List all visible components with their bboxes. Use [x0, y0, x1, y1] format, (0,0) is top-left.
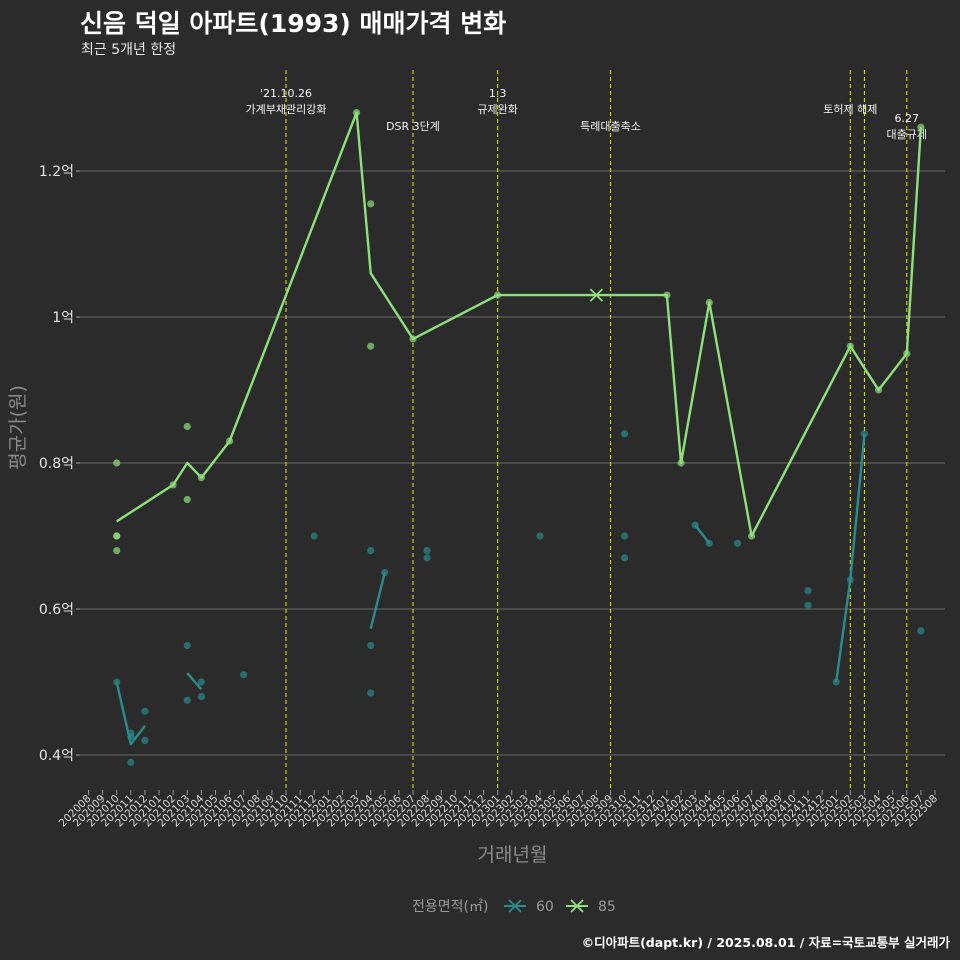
source-caption: ©디아파트(dapt.kr) / 2025.08.01 / 자료=국토교통부 실… — [581, 935, 950, 950]
data-point-85 — [113, 547, 121, 555]
data-point-60 — [183, 641, 191, 650]
event-label: 특례대출축소 — [580, 120, 641, 133]
data-point-60 — [691, 521, 699, 529]
data-point-60 — [197, 693, 205, 701]
data-point-60 — [621, 554, 629, 562]
data-point-60 — [367, 547, 375, 555]
data-point-60 — [367, 689, 375, 697]
legend: 전용면적(㎡) 60 85 — [412, 899, 616, 915]
data-point-85 — [874, 386, 883, 394]
event-label: 토허제 해제 — [823, 102, 877, 116]
legend-item-label: 60 — [536, 899, 554, 915]
data-point-60 — [860, 430, 869, 438]
grid-layer — [80, 170, 945, 756]
series-layer — [113, 109, 925, 766]
y-tick-label: 0.6억 — [39, 602, 74, 618]
data-point-60 — [141, 736, 149, 745]
data-point-60 — [197, 678, 205, 686]
data-point-60 — [846, 576, 854, 584]
data-point-85 — [367, 200, 375, 208]
data-point-60 — [536, 532, 544, 540]
event-label: '21.10.26 가계부채관리강화 — [246, 87, 327, 116]
data-point-60 — [621, 430, 629, 438]
data-point-85 — [917, 123, 925, 131]
data-point-60 — [423, 547, 431, 555]
axis-layer: 0.4억0.6억0.8억1억1.2억2020082020092020102020… — [7, 164, 940, 866]
data-point-85 — [677, 459, 685, 467]
y-tick-label: 0.4억 — [39, 748, 74, 764]
data-point-85 — [367, 342, 375, 350]
data-point-60 — [141, 707, 149, 715]
series-line-85 — [116, 111, 923, 538]
data-point-60 — [127, 758, 135, 766]
legend-item-label: 85 — [598, 899, 616, 915]
data-point-85 — [705, 298, 713, 306]
data-point-85 — [113, 532, 121, 540]
data-point-60 — [917, 627, 925, 635]
data-point-60 — [621, 532, 629, 540]
data-point-85 — [663, 291, 671, 299]
y-axis-title: 평균가(원) — [7, 385, 29, 470]
data-point-60 — [804, 587, 812, 595]
data-point-60 — [127, 733, 135, 741]
data-point-60 — [240, 671, 248, 679]
data-point-60 — [310, 532, 318, 540]
data-point-60 — [183, 696, 191, 704]
data-point-60 — [367, 641, 375, 650]
y-tick-label: 1.2억 — [39, 164, 74, 180]
data-point-60 — [705, 539, 713, 547]
data-point-85 — [113, 459, 121, 467]
cross-marker-85 — [589, 288, 604, 302]
data-point-85 — [197, 474, 205, 482]
data-point-85 — [903, 349, 911, 358]
legend-key-cross — [508, 899, 522, 913]
data-point-85 — [225, 437, 234, 445]
chart-title: 신음 덕일 아파트(1993) 매매가격 변화 — [80, 9, 507, 38]
data-point-85 — [352, 109, 361, 117]
data-point-85 — [169, 481, 177, 489]
data-point-85 — [494, 291, 502, 299]
data-point-60 — [832, 678, 840, 686]
data-point-85 — [183, 422, 191, 431]
event-label: 1.3 규제완화 — [477, 87, 517, 116]
legend-title: 전용면적(㎡) — [412, 899, 488, 915]
x-axis-title: 거래년월 — [478, 844, 548, 866]
event-label: DSR 3단계 — [386, 120, 440, 133]
data-point-60 — [423, 554, 431, 562]
chart-subtitle: 최근 5개년 한정 — [81, 42, 177, 58]
series-line-60 — [115, 433, 866, 746]
y-tick-label: 1억 — [52, 310, 74, 326]
data-point-85 — [747, 532, 756, 540]
data-point-60 — [113, 678, 121, 686]
data-point-60 — [381, 568, 389, 577]
data-point-85 — [183, 495, 191, 504]
event-label: 6.27 대출규제 — [887, 112, 927, 141]
y-tick-label: 0.8억 — [39, 456, 74, 472]
data-point-60 — [733, 539, 742, 547]
data-point-85 — [409, 335, 417, 343]
legend-key-cross — [570, 899, 584, 913]
data-point-85 — [846, 342, 854, 350]
data-point-60 — [804, 601, 812, 609]
